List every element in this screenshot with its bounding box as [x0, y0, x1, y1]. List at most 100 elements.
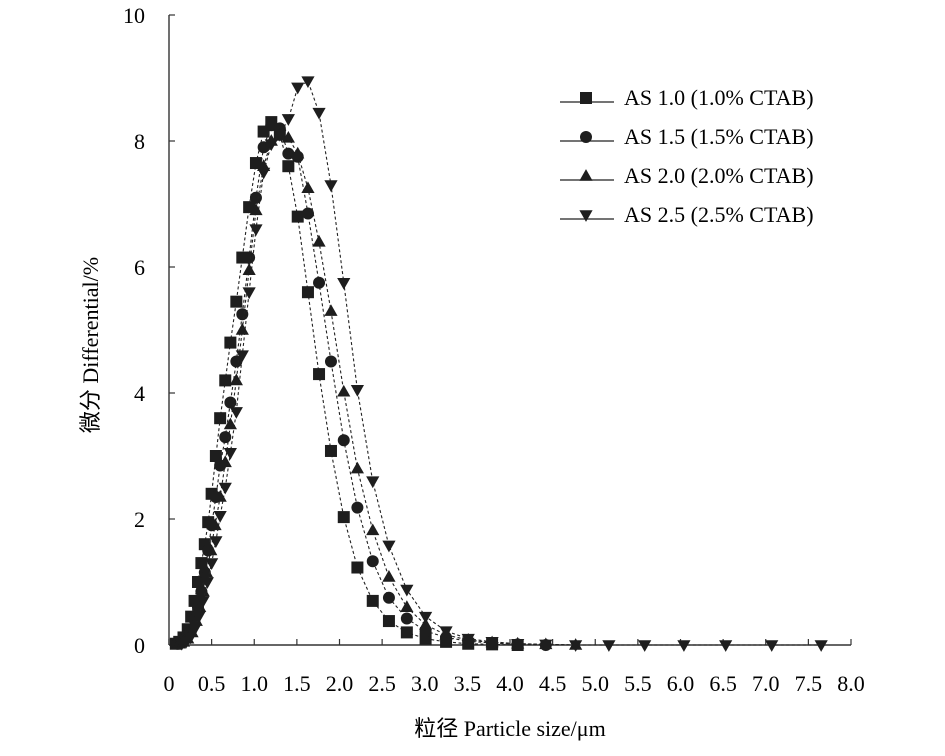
data-point	[351, 561, 364, 574]
data-point	[273, 129, 287, 142]
data-point	[195, 557, 208, 570]
x-tick-label: 2.0	[326, 671, 354, 696]
data-point	[205, 558, 219, 570]
y-tick-label: 10	[123, 3, 145, 28]
data-point	[230, 295, 243, 308]
data-point	[249, 224, 263, 237]
x-tick-label: 5.0	[582, 671, 610, 696]
data-point	[539, 639, 553, 652]
data-point	[602, 640, 616, 652]
x-axis-title: 粒径 Particle size/μm	[414, 716, 605, 741]
data-point	[382, 540, 396, 553]
data-point	[187, 624, 202, 637]
data-point	[282, 160, 295, 173]
data-point	[208, 518, 222, 531]
series-line	[178, 134, 576, 646]
legend: AS 1.0 (1.0% CTAB) AS 1.5 (1.5% CTAB) AS 2…	[560, 85, 814, 227]
data-point	[235, 323, 249, 335]
series-group	[169, 76, 828, 652]
data-point	[419, 611, 433, 624]
data-point	[313, 276, 326, 289]
data-point	[214, 412, 227, 425]
data-point	[291, 210, 304, 223]
x-tick-label: 4.5	[539, 671, 567, 696]
data-point	[324, 444, 337, 457]
y-tick-label: 4	[134, 381, 145, 406]
data-point	[400, 584, 414, 597]
data-point	[213, 511, 227, 523]
data-point	[324, 304, 338, 316]
y-ticks: 0 2 4 6 8 10	[123, 3, 175, 658]
data-point	[281, 130, 295, 143]
data-point	[249, 157, 262, 170]
data-point	[382, 570, 396, 582]
legend-label: AS 1.5 (1.5% CTAB)	[624, 124, 814, 149]
data-point	[209, 536, 223, 548]
legend-label: AS 2.5 (2.5% CTAB)	[624, 202, 814, 227]
legend-marker	[580, 92, 592, 104]
data-point	[324, 355, 337, 368]
data-point	[242, 263, 256, 275]
data-point	[382, 591, 395, 604]
x-tick-label: 6.5	[709, 671, 737, 696]
data-point	[235, 350, 249, 363]
x-tick-label: 3.0	[411, 671, 439, 696]
data-point	[400, 626, 413, 639]
data-point	[219, 374, 232, 387]
data-point	[192, 611, 206, 624]
data-point	[291, 146, 305, 159]
data-point	[351, 501, 364, 514]
series-1	[169, 116, 524, 651]
data-point	[229, 407, 243, 419]
data-point	[249, 203, 263, 216]
data-point	[312, 234, 326, 247]
x-tick-label: 5.5	[624, 671, 652, 696]
data-point	[196, 596, 210, 608]
legend-item: AS 2.5 (2.5% CTAB)	[560, 202, 814, 227]
data-point	[337, 434, 350, 447]
data-point	[366, 594, 379, 607]
data-point	[439, 626, 453, 639]
data-point	[419, 617, 433, 630]
data-point	[218, 482, 232, 495]
data-point	[366, 476, 380, 489]
data-point	[569, 640, 583, 652]
x-tick-label: 2.5	[368, 671, 396, 696]
data-point	[224, 396, 237, 409]
legend-item: AS 1.5 (1.5% CTAB)	[560, 124, 814, 149]
data-point	[282, 147, 295, 160]
data-point	[485, 637, 499, 649]
data-point	[281, 114, 295, 126]
x-tick-label: 1.0	[241, 671, 269, 696]
data-point	[213, 490, 227, 502]
data-point	[461, 633, 475, 646]
data-point	[765, 640, 779, 652]
x-tick-label: 1.5	[283, 671, 311, 696]
data-point	[366, 555, 379, 568]
data-point	[324, 180, 338, 192]
x-tick-label: 3.5	[454, 671, 482, 696]
data-point	[249, 191, 262, 204]
y-tick-label: 6	[134, 255, 145, 280]
y-tick-label: 2	[134, 507, 145, 532]
data-point	[209, 450, 222, 462]
data-point	[312, 107, 326, 120]
y-tick-label: 8	[134, 129, 145, 154]
data-point	[400, 612, 413, 625]
legend-label: AS 1.0 (1.0% CTAB)	[624, 85, 814, 110]
data-point	[638, 640, 652, 652]
data-point	[301, 286, 314, 299]
data-point	[196, 584, 210, 597]
legend-label: AS 2.0 (2.0% CTAB)	[624, 163, 814, 188]
data-point	[337, 511, 350, 524]
data-point	[350, 461, 365, 474]
legend-item: AS 1.0 (1.0% CTAB)	[560, 85, 814, 110]
x-tick-label: 0	[164, 671, 175, 696]
data-point	[291, 82, 305, 95]
x-tick-label: 6.0	[667, 671, 695, 696]
data-point	[366, 523, 380, 536]
data-point	[236, 308, 249, 321]
data-point	[264, 139, 278, 152]
data-point	[200, 577, 214, 589]
